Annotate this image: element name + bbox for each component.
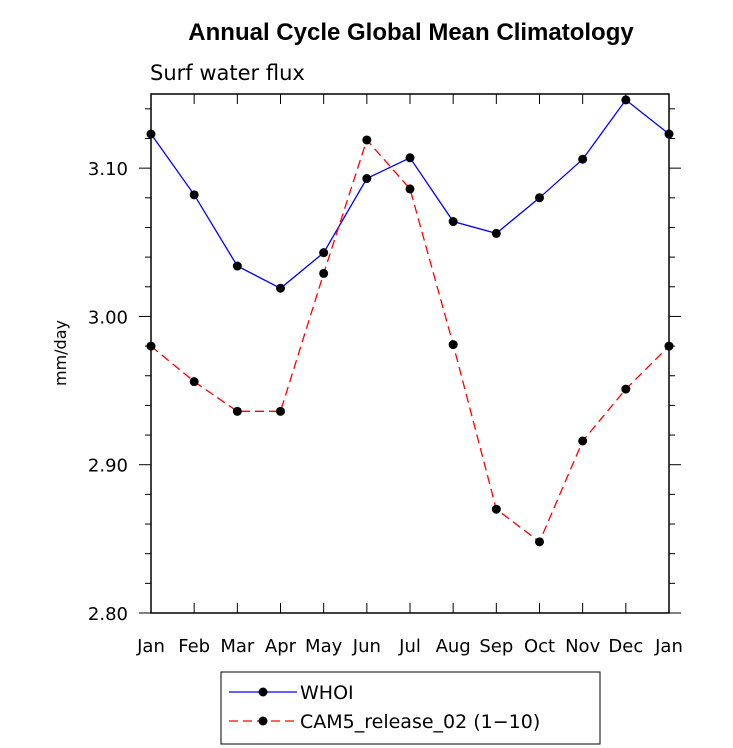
series-line [150, 98, 670, 290]
x-tick-label: Jan [136, 636, 165, 657]
y-axis-label: mm/day [51, 320, 70, 386]
chart-subtitle: Surf water flux [150, 61, 305, 85]
legend-label: WHOI [300, 682, 354, 704]
data-point [491, 504, 501, 514]
x-tick-label: Jun [352, 636, 381, 657]
y-tick-labels: 2.80 2.90 3.00 3.10 [88, 159, 128, 625]
legend-label: CAM5_release_02 (1−10) [300, 711, 540, 733]
data-point [232, 261, 242, 271]
data-point [319, 248, 329, 258]
legend-entry: CAM5_release_02 (1−10) [229, 711, 540, 733]
data-point [362, 174, 372, 184]
y-tick-label: 2.90 [88, 456, 128, 477]
series-layer [146, 95, 674, 547]
x-tick-label: Mar [220, 636, 255, 657]
plot-frame [150, 93, 670, 614]
data-point [362, 135, 372, 145]
data-point [448, 217, 458, 227]
data-point [535, 193, 544, 203]
axis-ticks [139, 94, 681, 614]
data-point [189, 377, 199, 387]
x-tick-label: Oct [524, 636, 555, 657]
data-point [535, 537, 544, 547]
legend-box [220, 671, 601, 745]
data-point [189, 190, 199, 200]
data-point [276, 283, 285, 293]
data-point [578, 154, 588, 164]
data-point [621, 384, 631, 394]
data-point [319, 268, 329, 278]
x-tick-label: Jan [654, 636, 683, 657]
x-tick-label: Apr [265, 636, 297, 657]
series-2 [146, 135, 674, 547]
x-tick-label: Sep [479, 636, 513, 657]
x-tick-label: Aug [436, 636, 471, 657]
y-tick-label: 2.80 [88, 604, 128, 625]
data-point [405, 153, 415, 163]
data-point [578, 436, 588, 446]
data-point [491, 228, 501, 238]
legend-entry: WHOI [229, 682, 354, 704]
y-tick-label: 3.00 [88, 307, 128, 328]
series-line [150, 138, 670, 543]
chart-title: Annual Cycle Global Mean Climatology [188, 19, 634, 46]
legend-marker [258, 687, 268, 697]
x-tick-label: Jul [398, 636, 421, 657]
data-point [405, 184, 415, 194]
y-tick-label: 3.10 [88, 159, 128, 180]
data-point [276, 406, 285, 416]
legend-marker [258, 716, 268, 726]
data-point [232, 406, 242, 416]
legend: WHOI CAM5_release_02 (1−10) [220, 671, 601, 745]
series-1 [146, 95, 674, 293]
x-tick-label: Feb [178, 636, 210, 657]
x-tick-label: Nov [565, 636, 600, 657]
x-tick-label: Dec [608, 636, 643, 657]
data-point [448, 340, 458, 350]
x-tick-labels: Jan Feb Mar Apr May Jun Jul Aug Sep Oct Nov Dec Jan [136, 636, 683, 657]
x-tick-label: May [305, 636, 343, 657]
data-point [621, 95, 631, 105]
